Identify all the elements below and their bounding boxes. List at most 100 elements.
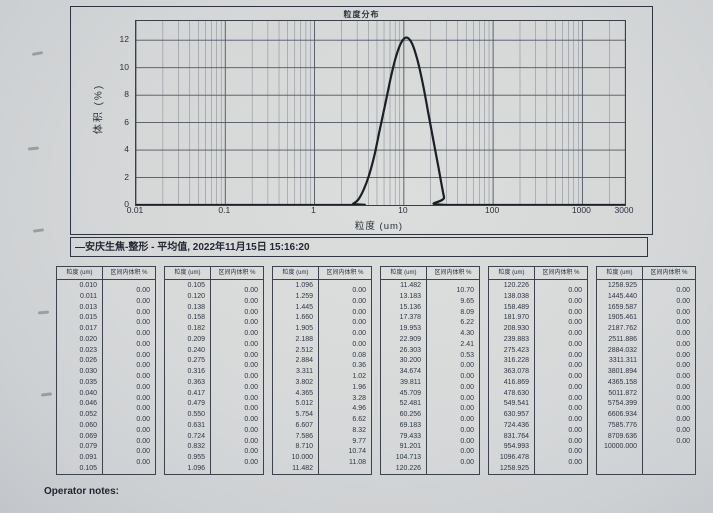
volume-value: 0.00 [136,394,150,402]
size-value: 45.709 [399,389,422,397]
volume-value: 0.00 [136,308,150,316]
volume-value: 0.00 [136,405,150,413]
col-header-volume: 区间内体积 % [542,270,580,276]
size-value: 0.105 [187,282,206,289]
x-tick-label: 1000 [571,205,591,215]
volume-value: 0.00 [136,448,150,456]
volume-value: 0.00 [460,362,474,370]
size-value: 0.209 [187,335,206,343]
size-value: 0.010 [79,282,98,289]
size-value: 724.436 [503,421,530,429]
volume-value: 0.00 [568,394,582,402]
volume-value: 0.00 [676,394,690,402]
size-value: 0.023 [79,346,98,354]
size-value: 0.417 [187,389,206,397]
size-value: 275.423 [503,346,530,354]
size-value: 0.040 [79,389,98,397]
binder-mark [37,310,50,315]
volume-value: 10.74 [348,448,366,456]
size-value: 0.017 [79,325,98,332]
size-value: 0.079 [79,443,98,451]
volume-value: 0.00 [676,383,690,391]
size-value: 17.378 [399,314,422,322]
volume-value: 0.00 [352,340,366,348]
volume-value: 0.00 [568,448,582,456]
volume-value: 0.00 [568,308,582,316]
size-value: 0.035 [79,378,98,386]
volume-value: 0.00 [136,383,150,391]
size-value: 8709.636 [607,432,638,440]
volume-value: 0.00 [352,319,366,327]
table-header: 粒度 (um) 区间内体积 % [273,267,371,280]
x-tick-label: 10 [398,205,408,215]
plot-area [135,20,626,206]
tables-row: 粒度 (um) 区间内体积 % 0.010 0.011 0.013 0.015 0.01… [56,266,696,475]
size-column: 0.010 0.011 0.013 0.015 0.017 0.020 0.023 0.026… [57,280,104,474]
size-value: 5011.872 [608,389,638,397]
size-value: 6.607 [295,421,314,429]
size-column: 1258.925 1445.440 1659.587 1905.461 2187.762… [597,280,644,474]
size-column: 120.226 138.038 158.489 181.970 208.930 239.8… [489,280,536,474]
volume-value: 0.00 [676,426,690,434]
size-value: 0.120 [187,292,206,300]
volume-value: 0.00 [352,287,366,294]
size-value: 0.138 [187,303,206,311]
volume-value: 0.00 [244,287,258,294]
volume-value: 0.00 [244,416,258,423]
size-value: 630.957 [503,411,530,418]
volume-value: 0.00 [568,297,582,305]
volume-value: 0.00 [568,287,582,294]
volume-value: 0.00 [676,373,690,380]
grid-svg [136,21,625,205]
volume-value: 0.00 [244,351,258,359]
volume-value: 0.00 [568,437,582,445]
volume-value: 0.00 [136,373,150,380]
size-value: 91.201 [399,443,422,451]
volume-column: 0.00 0.00 0.00 0.00 0.00 0.00 0.08 0.36 1.02 1.96… [319,280,371,474]
volume-value: 0.00 [352,330,366,337]
size-value: 10000.000 [603,443,638,451]
size-value: 0.479 [187,400,206,408]
size-value: 6606.934 [607,411,638,418]
volume-value: 0.00 [568,459,582,466]
size-value: 2.188 [295,335,314,343]
table-header: 粒度 (um) 区间内体积 % [57,267,155,280]
size-value: 0.158 [187,314,206,322]
size-value: 549.541 [503,400,530,408]
volume-value: 0.00 [568,351,582,359]
volume-value: 10.70 [456,287,474,294]
size-value: 0.316 [187,368,206,375]
volume-value: 9.65 [460,297,474,305]
data-table: 粒度 (um) 区间内体积 % 1.096 1.259 1.445 1.660 1.90… [272,266,372,475]
col-header-size: 粒度 (um) [273,267,320,279]
size-value: 5.754 [295,411,314,418]
size-value: 60.256 [399,411,422,418]
size-value: 1659.587 [607,303,638,311]
size-value: 138.038 [503,292,530,300]
size-value: 0.550 [187,411,206,418]
volume-value: 0.00 [136,330,150,337]
volume-value: 0.00 [568,319,582,327]
size-value: 1445.440 [607,292,638,300]
volume-value: 0.00 [568,426,582,434]
volume-value: 9.77 [352,437,366,445]
size-value: 0.631 [187,421,206,429]
volume-value: 0.00 [136,426,150,434]
size-column: 11.482 13.183 15.136 17.378 19.953 22.909 26.3… [381,280,428,474]
y-tick-label: 12 [119,34,129,45]
size-value: 1096.478 [499,454,530,461]
size-value: 0.955 [187,454,206,461]
table-header: 粒度 (um) 区间内体积 % [381,267,479,280]
volume-value: 6.62 [352,416,366,423]
volume-value: 0.00 [244,426,258,434]
volume-value: 0.00 [676,319,690,327]
col-header-volume: 区间内体积 % [110,270,148,276]
size-column: 0.105 0.120 0.138 0.158 0.182 0.209 0.240 0.275… [165,280,212,474]
volume-value: 0.00 [136,297,150,305]
volume-value: 6.22 [460,319,474,327]
size-value: 0.030 [79,368,98,375]
volume-value: 0.00 [568,340,582,348]
col-header-size: 粒度 (um) [57,267,104,279]
size-value: 1258.925 [499,464,530,472]
